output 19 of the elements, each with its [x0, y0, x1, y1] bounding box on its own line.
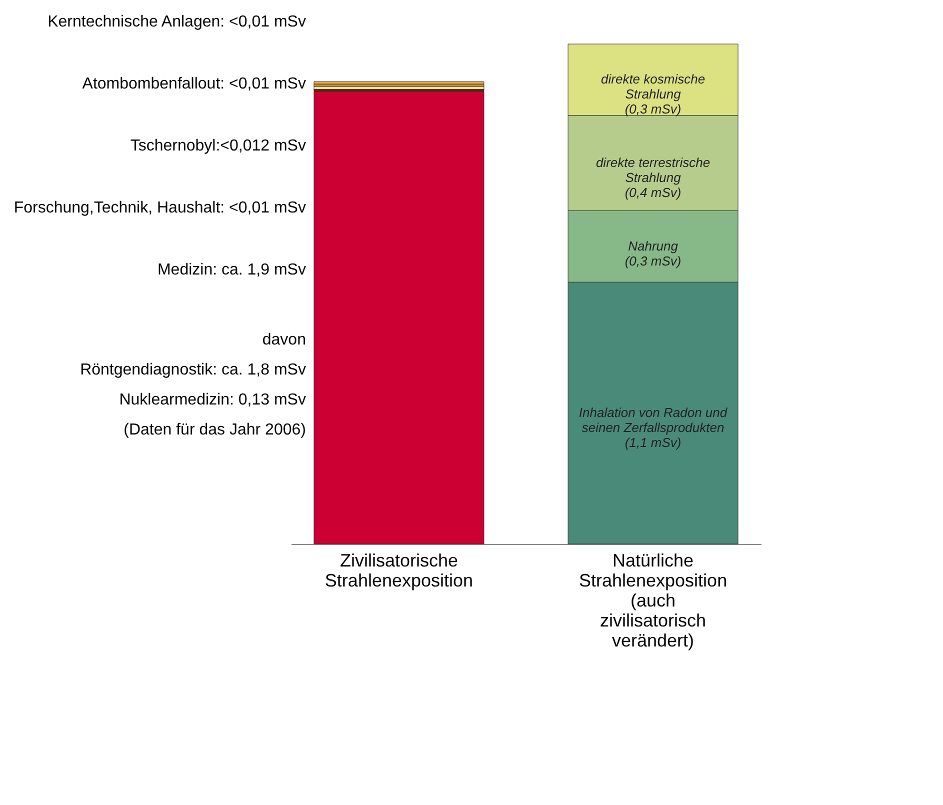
series-label: direkte kosmische Strahlung: [601, 72, 706, 102]
x-tick-label: Zivilisatorische Strahlenexposition: [324, 550, 474, 590]
x-tick-label: Natürliche Strahlenexposition (auch zivilisatorisch verändert): [578, 550, 728, 650]
series-label: Inhalation von Radon und seinen Zerfallsprodukten: [578, 405, 728, 436]
data-label: (1,1 mSv): [624, 435, 682, 450]
annotation: Tschernobyl:<0,012 mSv: [130, 138, 306, 155]
annotation: Atombombenfallout: <0,01 mSv: [82, 76, 306, 93]
series-label: Nahrung: [628, 238, 679, 254]
annotation: Nuklearmedizin: 0,13 mSv: [119, 392, 306, 409]
data-label: (0,3 mSv): [624, 253, 682, 268]
text: Kerntechnische Anlagen: <0,01 mSv: [48, 14, 306, 31]
annotation: (Daten für das Jahr 2006): [124, 422, 306, 439]
annotation: Röntgendiagnostik: ca. 1,8 mSv: [80, 362, 306, 379]
annotation: Forschung,Technik, Haushalt: <0,01 mSv: [14, 200, 306, 217]
data-label: (0,4 mSv): [624, 185, 682, 200]
series-label: direkte terrestrische Strahlung: [596, 155, 710, 186]
data-label: (0,3 mSv): [624, 102, 682, 117]
annotation: davon: [262, 332, 306, 349]
annotation: Medizin: ca. 1,9 mSv: [157, 262, 306, 279]
